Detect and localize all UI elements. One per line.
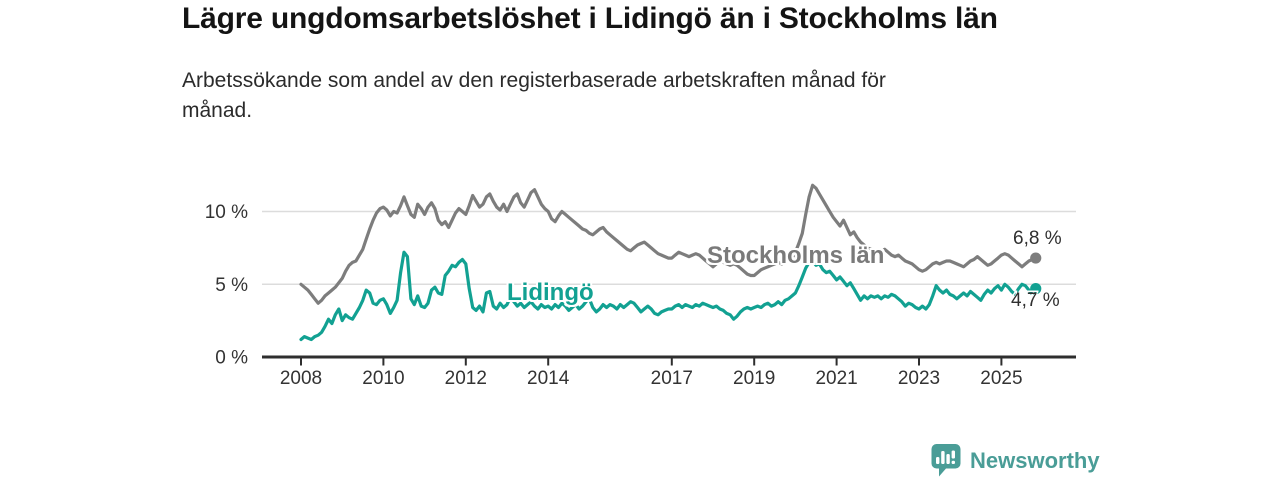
x-tick-label-2012: 2012	[445, 368, 487, 389]
end-value-label-lidingo: 4,7 %	[1011, 290, 1060, 311]
end-dot-stockholms-lan	[1030, 252, 1042, 264]
series-label-lidingo: Lidingö	[507, 279, 594, 306]
chart-subtitle-line-2: månad.	[182, 99, 253, 122]
y-tick-label-5: 5 %	[215, 275, 248, 296]
end-dot-lidingo	[1030, 283, 1042, 295]
y-tick-label-0: 0 %	[215, 348, 248, 369]
x-tick-label-2025: 2025	[980, 368, 1022, 389]
x-tick-label-2021: 2021	[815, 368, 857, 389]
x-tick-label-2019: 2019	[733, 368, 775, 389]
chart-subtitle: Arbetssökande som andel av den registerb…	[182, 66, 886, 126]
x-tick-label-2008: 2008	[280, 368, 322, 389]
x-axis-ticks: 2008 2010 2012 2014 2017 2019 2021 2023 2025	[280, 358, 1023, 389]
x-tick-label-2014: 2014	[527, 368, 570, 389]
series-line-stockholms-lan	[299, 183, 1038, 305]
series-line-lidingo	[299, 250, 1038, 342]
chart-title: Lägre ungdomsarbetslöshet i Lidingö än i…	[182, 2, 998, 35]
chart-subtitle-line-1: Arbetssökande som andel av den registerb…	[182, 69, 886, 92]
series-label-stockholms-lan: Stockholms län	[707, 242, 885, 269]
gridlines	[262, 210, 1076, 285]
newsworthy-bubble-chart-icon	[931, 444, 961, 477]
x-tick-label-2010: 2010	[362, 368, 404, 389]
newsworthy-wordmark: Newsworthy	[970, 447, 1100, 473]
y-tick-label-10: 10 %	[205, 202, 248, 223]
end-value-label-stockholms-lan: 6,8 %	[1013, 228, 1062, 249]
newsworthy-logo: Newsworthy	[931, 444, 1100, 477]
x-tick-label-2023: 2023	[898, 368, 940, 389]
x-tick-label-2017: 2017	[651, 368, 693, 389]
